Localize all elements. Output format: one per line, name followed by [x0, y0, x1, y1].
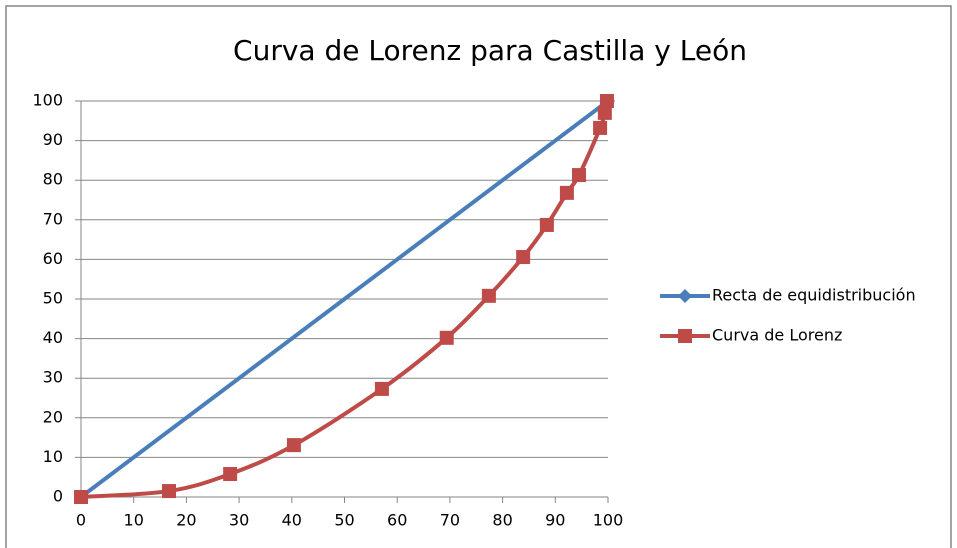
marker [439, 330, 454, 345]
marker [597, 105, 612, 120]
y-tick-label: 10 [43, 447, 63, 466]
legend-marker [678, 289, 692, 303]
series-line [79, 99, 610, 499]
marker [374, 381, 389, 396]
marker [593, 120, 608, 135]
marker [539, 217, 554, 232]
y-tick-label: 40 [43, 328, 63, 347]
x-tick-label: 40 [282, 511, 302, 530]
x-tick-label: 50 [334, 511, 354, 530]
marker [223, 467, 238, 482]
x-tick-label: 10 [124, 511, 144, 530]
x-tick-label: 20 [176, 511, 196, 530]
legend-label: Recta de equidistribución [712, 286, 916, 305]
marker [74, 490, 88, 504]
legend-marker [678, 329, 692, 343]
x-tick-label: 70 [440, 511, 460, 530]
y-tick-label: 50 [43, 289, 63, 308]
marker [481, 288, 496, 303]
y-tick-label: 100 [32, 91, 63, 110]
x-tick-label: 90 [545, 511, 565, 530]
x-tick-label: 60 [387, 511, 407, 530]
chart-frame [5, 5, 952, 548]
chart-title: Curva de Lorenz para Castilla y León [233, 34, 747, 67]
y-tick-label: 70 [43, 209, 63, 228]
y-tick-label: 90 [43, 130, 63, 149]
legend-label: Curva de Lorenz [712, 326, 842, 345]
y-tick-label: 20 [43, 407, 63, 426]
y-tick-label: 30 [43, 368, 63, 387]
y-tick-label: 0 [53, 487, 63, 506]
marker [599, 94, 614, 108]
marker [162, 484, 177, 499]
y-tick-label: 80 [43, 170, 63, 189]
x-tick-label: 30 [229, 511, 249, 530]
marker [516, 250, 531, 265]
marker [559, 185, 574, 200]
marker [572, 168, 587, 183]
y-tick-label: 60 [43, 249, 63, 268]
x-tick-label: 100 [593, 511, 624, 530]
marker [286, 438, 301, 453]
x-tick-label: 80 [492, 511, 512, 530]
x-tick-label: 0 [76, 511, 86, 530]
